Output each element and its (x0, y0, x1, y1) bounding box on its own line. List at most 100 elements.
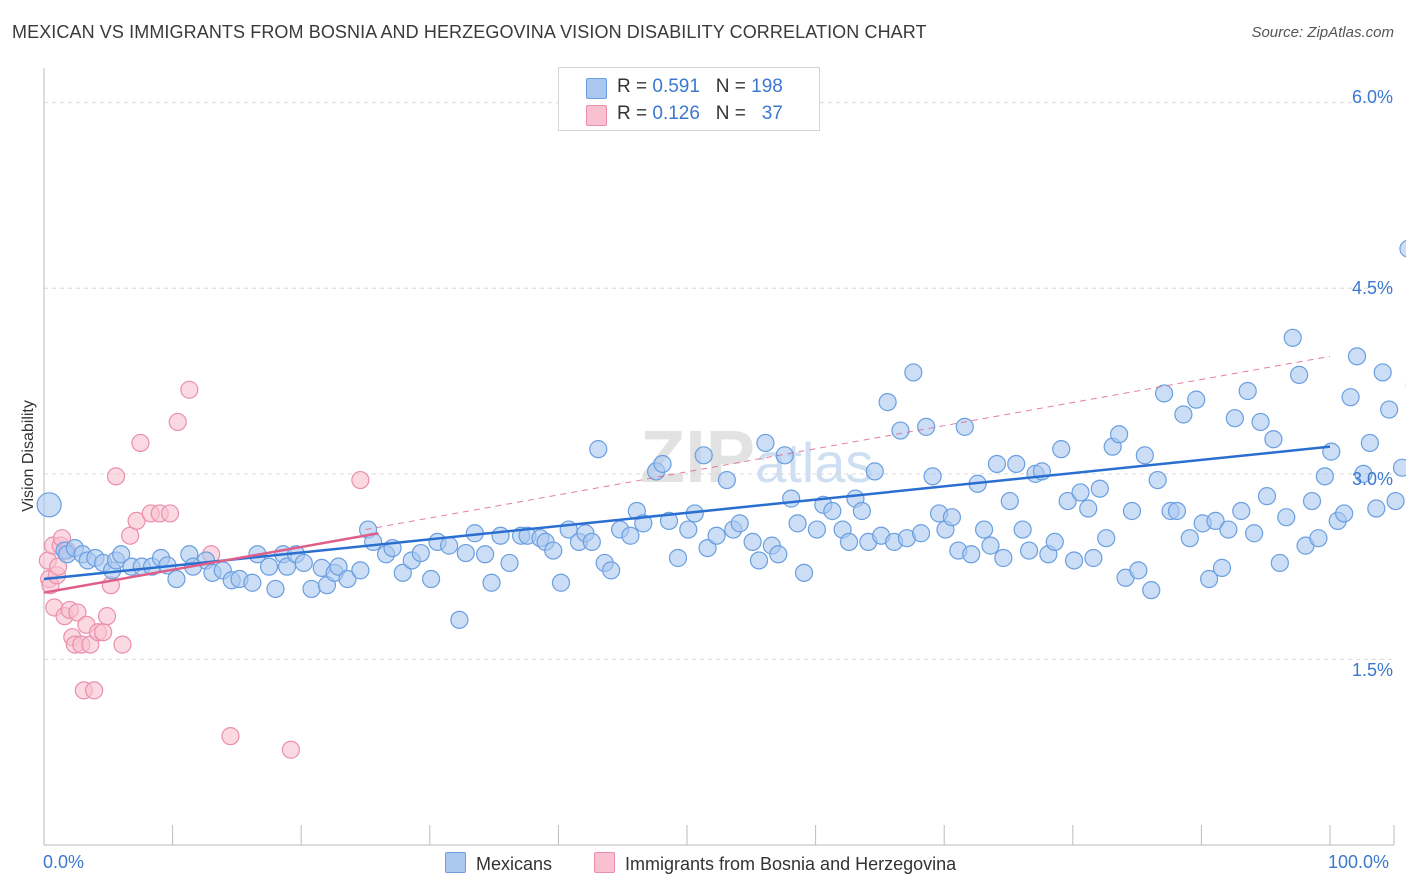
data-point-mexican (794, 563, 814, 582)
data-point-mexican (338, 569, 357, 589)
data-point-mexican (621, 526, 640, 545)
data-point-mexican (1142, 581, 1161, 600)
data-point-mexican (668, 548, 688, 568)
data-point-mexican (634, 514, 653, 533)
data-point-mexican (482, 573, 501, 592)
data-point-bosnia (351, 470, 370, 490)
data-point-mexican (694, 446, 713, 465)
data-point-mexican (743, 532, 762, 552)
data-point-mexican (1367, 499, 1386, 518)
data-point-mexican (302, 579, 321, 599)
data-point-mexican (1219, 520, 1238, 539)
data-point-mexican (1251, 412, 1270, 432)
data-point-mexican (294, 553, 313, 573)
data-point-mexican (266, 579, 285, 599)
data-point-mexican (974, 520, 994, 539)
legend-item-bosnia: Immigrants from Bosnia and Herzegovina (594, 852, 956, 875)
data-point-mexican (1084, 548, 1103, 568)
data-point-mexican (962, 545, 981, 564)
data-point-mexican (1373, 363, 1392, 382)
data-point-mexican (756, 433, 775, 453)
data-point-mexican (439, 536, 459, 555)
data-point-mexican (167, 569, 186, 589)
y-tick-label: 3.0% (1351, 469, 1393, 489)
data-point-mexican (807, 520, 826, 539)
data-point-mexican (1206, 511, 1225, 530)
data-point-mexican (1347, 347, 1367, 366)
data-point-mexican (243, 573, 262, 592)
data-point-mexican (911, 524, 931, 543)
data-point-bosnia (127, 511, 146, 530)
axes (43, 68, 1395, 846)
data-point-mexican (589, 440, 608, 459)
legend-swatch-pink (586, 105, 607, 126)
x-tick-label: 100.0% (1328, 852, 1390, 872)
data-point-mexican (1270, 553, 1289, 573)
data-point-mexican (1148, 470, 1167, 490)
legend-n-value: 37 (761, 103, 783, 124)
data-point-mexican (904, 363, 923, 382)
data-point-bosnia (85, 681, 104, 700)
data-point-mexican (1283, 328, 1302, 347)
data-point-mexican (475, 545, 495, 564)
data-point-mexican (421, 569, 441, 589)
data-point-mexican (1090, 479, 1109, 498)
watermark: ZIPatlas (640, 415, 873, 498)
data-point-mexican (1135, 446, 1154, 465)
data-point-mexican (1200, 569, 1219, 589)
blue-points (36, 239, 1406, 629)
data-point-mexican (1097, 529, 1116, 548)
data-point-bosnia (221, 727, 240, 746)
legend-label: Mexicans (476, 854, 553, 874)
data-point-mexican (1238, 381, 1257, 401)
data-point-mexican (1212, 558, 1232, 577)
data-point-mexican (1174, 405, 1193, 424)
data-point-mexican (891, 421, 910, 440)
data-point-mexican (1322, 442, 1341, 461)
trend-line-bosnia (43, 532, 379, 594)
data-point-mexican (329, 557, 348, 576)
data-point-mexican (1064, 551, 1084, 570)
data-point-mexican (1257, 487, 1277, 506)
data-point-mexican (351, 561, 370, 580)
x-tick-label: 0.0% (43, 852, 85, 872)
data-point-mexican (1309, 529, 1328, 548)
data-point-mexican (393, 563, 412, 582)
data-point-mexican (923, 467, 942, 486)
data-point-mexican (1000, 491, 1019, 511)
data-point-mexican (955, 417, 974, 436)
source-label: Source: ZipAtlas.com (1251, 24, 1394, 41)
data-point-mexican (1109, 425, 1129, 444)
data-point-mexican (1187, 390, 1206, 409)
data-point-mexican (788, 514, 807, 533)
legend-item-mexicans: Mexicans (445, 852, 552, 875)
data-point-mexican (1245, 524, 1264, 543)
legend-r-label: R = (617, 76, 648, 97)
data-point-mexican (582, 532, 601, 552)
data-point-mexican (1335, 504, 1354, 523)
data-point-mexican (1180, 529, 1199, 548)
data-point-mexican (707, 526, 726, 545)
legend-swatch-blue (586, 78, 607, 99)
data-point-mexican (1167, 501, 1187, 521)
data-point-mexican (1392, 458, 1406, 477)
data-point-mexican (1058, 491, 1077, 511)
data-point-mexican (112, 545, 131, 564)
data-point-mexican (551, 573, 571, 592)
data-point-bosnia (94, 623, 113, 642)
legend-n-value: 198 (751, 76, 783, 97)
data-point-mexican (852, 501, 871, 521)
data-point-mexican (36, 492, 62, 518)
data-point-mexican (491, 526, 510, 545)
data-point-bosnia (131, 433, 150, 453)
data-point-mexican (659, 511, 679, 530)
data-point-mexican (1399, 239, 1406, 258)
y-tick-label: 4.5% (1351, 278, 1393, 298)
data-point-mexican (1129, 561, 1148, 580)
data-point-mexican (1045, 532, 1064, 552)
data-point-mexican (259, 557, 279, 576)
data-point-mexican (1315, 467, 1334, 486)
data-point-mexican (1122, 501, 1142, 521)
data-point-bosnia (106, 467, 126, 486)
